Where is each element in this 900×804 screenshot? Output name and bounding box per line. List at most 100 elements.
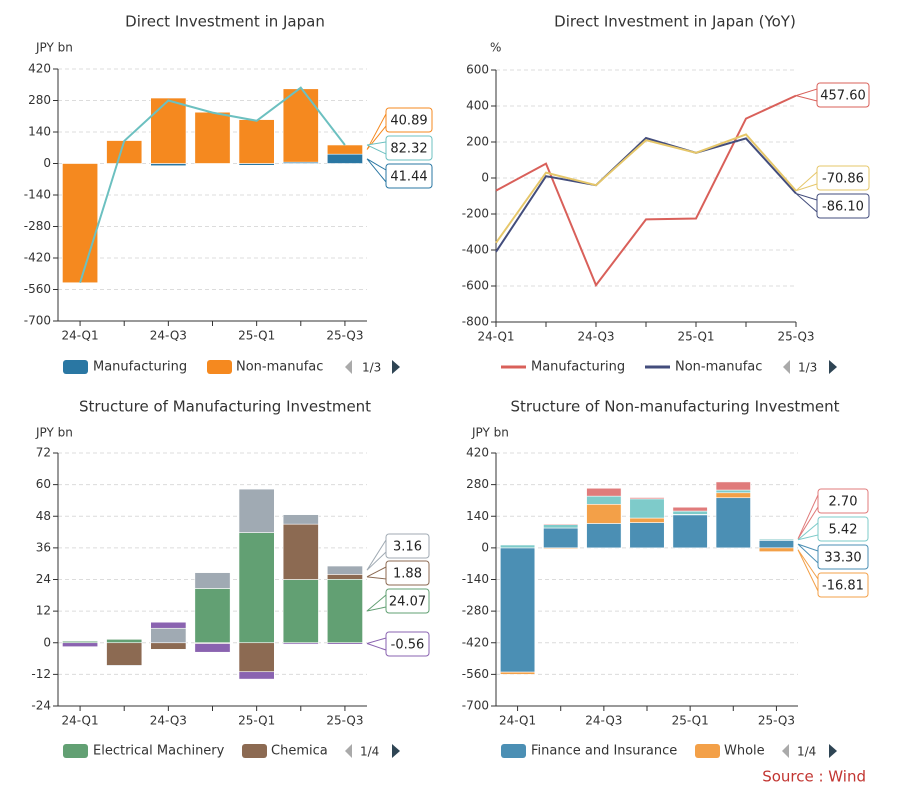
x-tick-label: 25-Q1 xyxy=(238,329,275,343)
y-tick-label: 420 xyxy=(28,62,51,76)
chart-1: Direct Investment in Japan JPY bn 420 280 14… xyxy=(24,13,433,375)
y-tick-label: 400 xyxy=(466,99,489,113)
legend-item-label[interactable]: Chemica xyxy=(271,744,328,759)
legend-prev-page-icon[interactable] xyxy=(345,744,352,758)
legend-item-label[interactable]: Whole xyxy=(724,744,765,759)
bar-segment xyxy=(500,544,536,546)
chart-title: Direct Investment in Japan xyxy=(125,13,325,31)
bar-segment xyxy=(672,514,708,549)
bar-segment xyxy=(106,665,143,667)
bar-segment xyxy=(326,642,363,645)
bar-segment xyxy=(586,487,622,497)
y-axis-unit: % xyxy=(490,41,501,55)
bar-segment xyxy=(282,514,319,525)
label-leader xyxy=(366,538,387,571)
x-tick-label: 24-Q3 xyxy=(577,330,614,344)
legend-swatch[interactable] xyxy=(695,744,720,758)
bar-segment xyxy=(758,540,794,549)
bar-segment xyxy=(586,523,622,549)
bar-segment xyxy=(106,638,143,640)
y-axis-unit: JPY bn xyxy=(35,41,73,55)
x-tick-label: 25-Q3 xyxy=(777,330,814,344)
legend-swatch[interactable] xyxy=(207,360,232,374)
x-tick-label: 24-Q1 xyxy=(477,330,514,344)
legend-item-label[interactable]: Manufacturing xyxy=(93,360,187,375)
label-leader xyxy=(366,637,387,651)
value-label-box xyxy=(385,533,430,559)
legend-item-label[interactable]: Non-manufac xyxy=(675,360,762,375)
legend-swatch[interactable] xyxy=(501,744,526,758)
bar-segment xyxy=(150,627,187,644)
bar-segment xyxy=(326,574,363,580)
y-tick-label: -600 xyxy=(462,279,489,293)
legend-item-label[interactable]: Non-manufac xyxy=(236,360,323,375)
value-label: 5.42 xyxy=(829,523,858,538)
bar-segment xyxy=(326,565,363,575)
legend-next-page-icon[interactable] xyxy=(829,744,837,758)
x-tick-label: 25-Q3 xyxy=(326,714,363,728)
y-tick-label: -400 xyxy=(462,243,489,257)
y-tick-label: 420 xyxy=(466,446,489,460)
bar-segment xyxy=(238,488,275,533)
value-label-box xyxy=(385,588,430,614)
bar-segment xyxy=(282,523,319,580)
legend-swatch[interactable] xyxy=(63,360,88,374)
bar-segment xyxy=(586,495,622,505)
chart-title: Structure of Manufacturing Investment xyxy=(79,398,371,416)
chart-title: Structure of Non-manufacturing Investmen… xyxy=(510,398,839,416)
legend-prev-page-icon[interactable] xyxy=(782,744,789,758)
legend: Finance and Insurance Whole 1/4 xyxy=(501,744,837,759)
bar-segment xyxy=(326,579,363,644)
bar-segment xyxy=(500,547,536,673)
legend-next-page-icon[interactable] xyxy=(392,744,400,758)
value-label: -0.56 xyxy=(391,638,425,653)
legend-prev-page-icon[interactable] xyxy=(783,360,790,374)
x-tick-label: 24-Q1 xyxy=(62,329,99,343)
value-label: 40.89 xyxy=(390,114,427,129)
bar-segment xyxy=(150,163,187,167)
bar-segment xyxy=(238,119,275,164)
label-leader xyxy=(795,88,818,102)
value-label-box xyxy=(385,560,430,586)
legend-swatch[interactable] xyxy=(242,744,267,758)
bar-segment xyxy=(543,524,579,529)
bar-segment xyxy=(715,481,751,491)
value-label-box xyxy=(385,163,433,189)
legend: Electrical Machinery Chemica 1/4 xyxy=(63,744,400,759)
value-label-box xyxy=(816,165,870,191)
x-tick-label: 24-Q1 xyxy=(62,714,99,728)
legend-page-indicator: 1/4 xyxy=(797,745,816,759)
y-tick-label: 200 xyxy=(466,135,489,149)
series-line xyxy=(79,86,346,284)
y-tick-label: 12 xyxy=(36,604,51,618)
bar-segment xyxy=(150,97,187,164)
y-tick-label: 600 xyxy=(466,63,489,77)
value-label: -16.81 xyxy=(822,579,864,594)
y-tick-label: -200 xyxy=(462,207,489,221)
x-tick-label: 24-Q1 xyxy=(499,714,536,728)
bar-segment xyxy=(543,523,579,525)
legend-item-label[interactable]: Finance and Insurance xyxy=(531,744,677,759)
value-label-box xyxy=(385,631,430,657)
y-axis-unit: JPY bn xyxy=(35,426,73,440)
bar-segment xyxy=(715,497,751,549)
bar-segment xyxy=(758,547,794,552)
x-tick-label: 25-Q1 xyxy=(677,330,714,344)
bar-segment xyxy=(672,506,708,512)
bar-segment xyxy=(282,88,319,163)
legend-item-label[interactable]: Electrical Machinery xyxy=(93,744,225,759)
y-tick-label: 0 xyxy=(43,156,51,170)
legend-swatch[interactable] xyxy=(63,744,88,758)
bar-segment xyxy=(629,522,665,549)
value-label: 24.07 xyxy=(389,595,426,610)
value-label-box xyxy=(385,107,433,133)
legend-prev-page-icon[interactable] xyxy=(345,360,352,374)
legend-next-page-icon[interactable] xyxy=(392,360,400,374)
bar-segment xyxy=(194,643,231,653)
bar-segment xyxy=(150,621,187,629)
y-tick-label: -700 xyxy=(462,699,489,713)
x-tick-label: 24-Q3 xyxy=(150,329,187,343)
legend-item-label[interactable]: Manufacturing xyxy=(531,360,625,375)
legend-next-page-icon[interactable] xyxy=(829,360,837,374)
